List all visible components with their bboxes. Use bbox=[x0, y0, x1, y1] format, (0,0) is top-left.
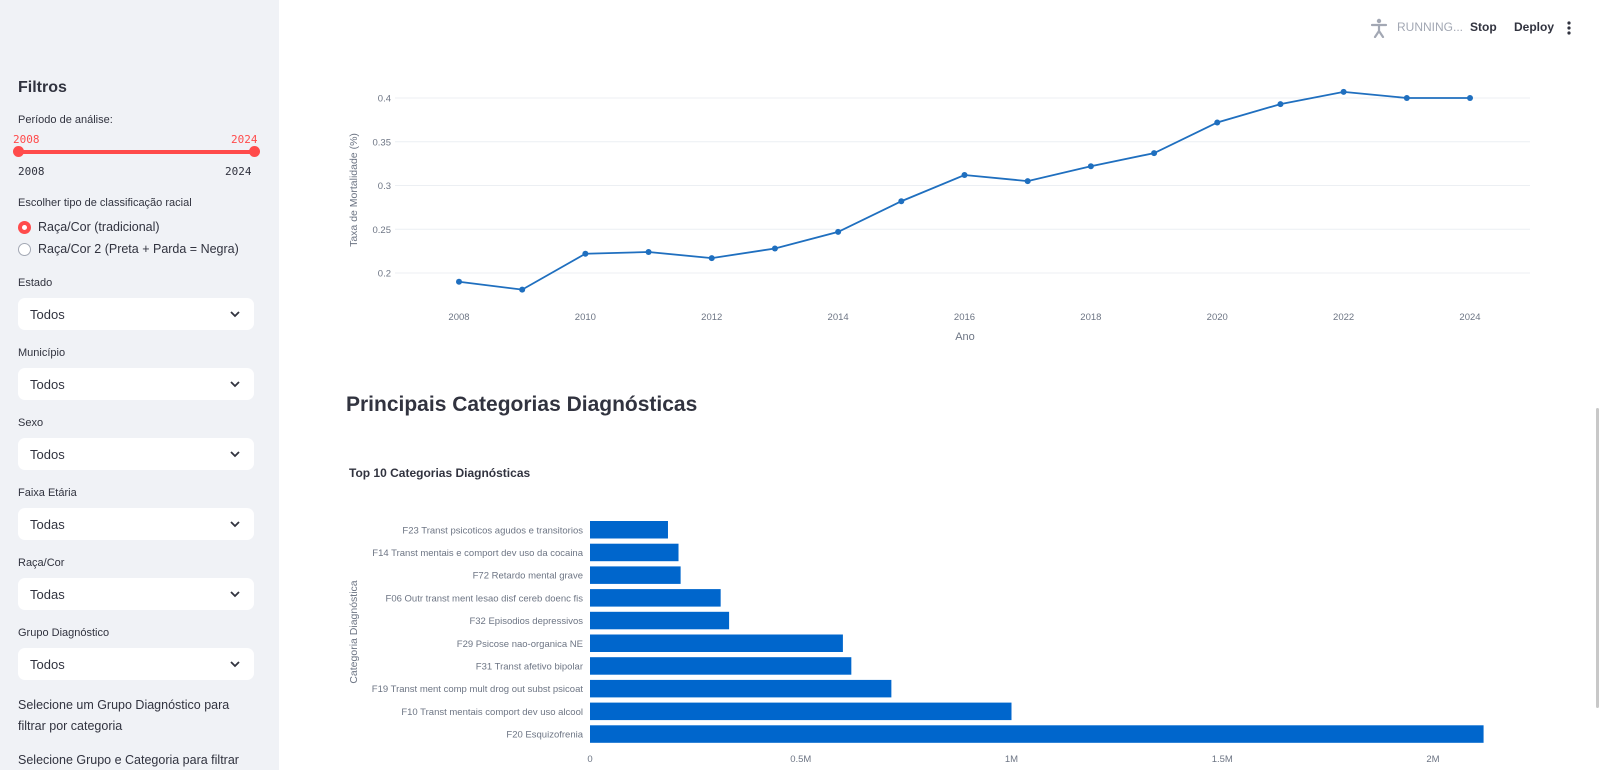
filter-label-estado: Estado bbox=[18, 277, 53, 289]
running-status: RUNNING... bbox=[1397, 20, 1463, 34]
x-tick-label: 2012 bbox=[701, 312, 722, 323]
select-municipio[interactable]: Todos bbox=[18, 368, 254, 400]
select-value: Todas bbox=[30, 586, 65, 602]
main-scrollbar[interactable] bbox=[1596, 408, 1599, 708]
more-options-icon[interactable] bbox=[1566, 20, 1572, 36]
deploy-button[interactable]: Deploy bbox=[1514, 20, 1555, 34]
race-type-label: Escolher tipo de classificação racial bbox=[18, 197, 192, 209]
data-point bbox=[1467, 95, 1473, 101]
x-tick-label: 2020 bbox=[1207, 312, 1228, 323]
select-value: Todos bbox=[30, 656, 65, 672]
group-hint-text: Selecione um Grupo Diagnóstico para filt… bbox=[18, 698, 230, 733]
period-slider-track[interactable] bbox=[18, 150, 254, 154]
filter-label-sexo: Sexo bbox=[18, 417, 44, 429]
radio-unselected-icon bbox=[18, 242, 31, 256]
radio-race-black[interactable]: Raça/Cor 2 (Preta + Parda = Negra) bbox=[18, 242, 239, 256]
data-point bbox=[519, 286, 526, 293]
slider-end-value: 2024 bbox=[231, 133, 258, 146]
slider-max-label: 2024 bbox=[225, 165, 252, 178]
radio-selected-icon bbox=[18, 220, 31, 234]
data-point bbox=[1277, 101, 1284, 108]
select-grupo-diagnostico[interactable]: Todos bbox=[18, 648, 254, 680]
data-point bbox=[835, 228, 842, 235]
data-point bbox=[1087, 163, 1094, 170]
y-tick-label: 0.3 bbox=[378, 181, 391, 192]
select-raca-cor[interactable]: Todas bbox=[18, 578, 254, 610]
sidebar: Filtros Período de análise: 2008 2024 20… bbox=[0, 0, 279, 770]
radio-label: Raça/Cor 2 (Preta + Parda = Negra) bbox=[38, 242, 239, 256]
data-point bbox=[645, 249, 652, 255]
x-tick-label: 2010 bbox=[575, 312, 596, 323]
data-point bbox=[1403, 95, 1410, 101]
x-tick-label: 2018 bbox=[1080, 312, 1101, 323]
running-figure-icon bbox=[1370, 18, 1388, 38]
filter-label-municipio: Município bbox=[18, 347, 66, 359]
data-point bbox=[961, 172, 968, 178]
slider-min-label: 2008 bbox=[18, 165, 45, 178]
x-tick-label: 2008 bbox=[448, 312, 469, 323]
data-point bbox=[708, 255, 715, 262]
x-tick-label: 2016 bbox=[954, 312, 975, 323]
series-line bbox=[458, 90, 1470, 291]
data-point bbox=[1340, 88, 1347, 95]
x-axis-title: Ano bbox=[955, 331, 975, 343]
y-tick-label: 0.2 bbox=[378, 269, 391, 280]
period-slider-end-handle[interactable] bbox=[249, 146, 260, 157]
bar-chart-title: Top 10 Categorias Diagnósticas bbox=[349, 466, 531, 480]
select-value: Todos bbox=[30, 446, 65, 462]
stop-button[interactable]: Stop bbox=[1470, 20, 1497, 34]
data-point bbox=[771, 245, 778, 252]
select-value: Todos bbox=[30, 376, 65, 392]
y-axis-title: Taxa de Mortalidade (%) bbox=[348, 133, 360, 247]
filter-label-raca-cor: Raça/Cor bbox=[18, 557, 65, 569]
slider-start-value: 2008 bbox=[13, 133, 40, 146]
select-sexo[interactable]: Todos bbox=[18, 438, 254, 470]
x-tick-label: 2014 bbox=[828, 312, 849, 323]
y-tick-label: 0.4 bbox=[378, 94, 391, 105]
filter-label-grupo-diagnostico: Grupo Diagnóstico bbox=[18, 627, 110, 639]
y-tick-label: 0.35 bbox=[373, 137, 392, 148]
data-point bbox=[1214, 119, 1221, 126]
data-point bbox=[456, 278, 462, 285]
y-tick-label: 0.25 bbox=[373, 225, 392, 236]
chevron-down-icon bbox=[230, 311, 240, 318]
sidebar-title: Filtros bbox=[18, 79, 67, 96]
select-value: Todas bbox=[30, 516, 65, 532]
chevron-down-icon bbox=[230, 591, 240, 598]
select-faixa-etaria[interactable]: Todas bbox=[18, 508, 254, 540]
chevron-down-icon bbox=[230, 661, 240, 668]
select-value: Todos bbox=[30, 306, 65, 322]
data-point bbox=[1151, 150, 1158, 157]
group-category-hint-text: Selecione Grupo e Categoria para filtrar bbox=[18, 753, 239, 767]
filter-label-faixa-etaria: Faixa Etária bbox=[18, 487, 77, 499]
chevron-down-icon bbox=[230, 381, 240, 388]
data-point bbox=[898, 198, 905, 205]
x-tick-label: 2022 bbox=[1333, 312, 1354, 323]
x-tick-label: 2024 bbox=[1459, 312, 1480, 323]
data-point bbox=[582, 250, 589, 257]
chevron-down-icon bbox=[230, 521, 240, 528]
period-slider-start-handle[interactable] bbox=[13, 146, 24, 157]
chevron-down-icon bbox=[230, 451, 240, 458]
data-point bbox=[1024, 178, 1031, 185]
section-heading: Principais Categorias Diagnósticas bbox=[346, 393, 698, 416]
period-label: Período de análise: bbox=[18, 114, 113, 126]
radio-race-traditional[interactable]: Raça/Cor (tradicional) bbox=[18, 220, 160, 234]
select-estado[interactable]: Todos bbox=[18, 298, 254, 330]
radio-label: Raça/Cor (tradicional) bbox=[38, 220, 160, 234]
